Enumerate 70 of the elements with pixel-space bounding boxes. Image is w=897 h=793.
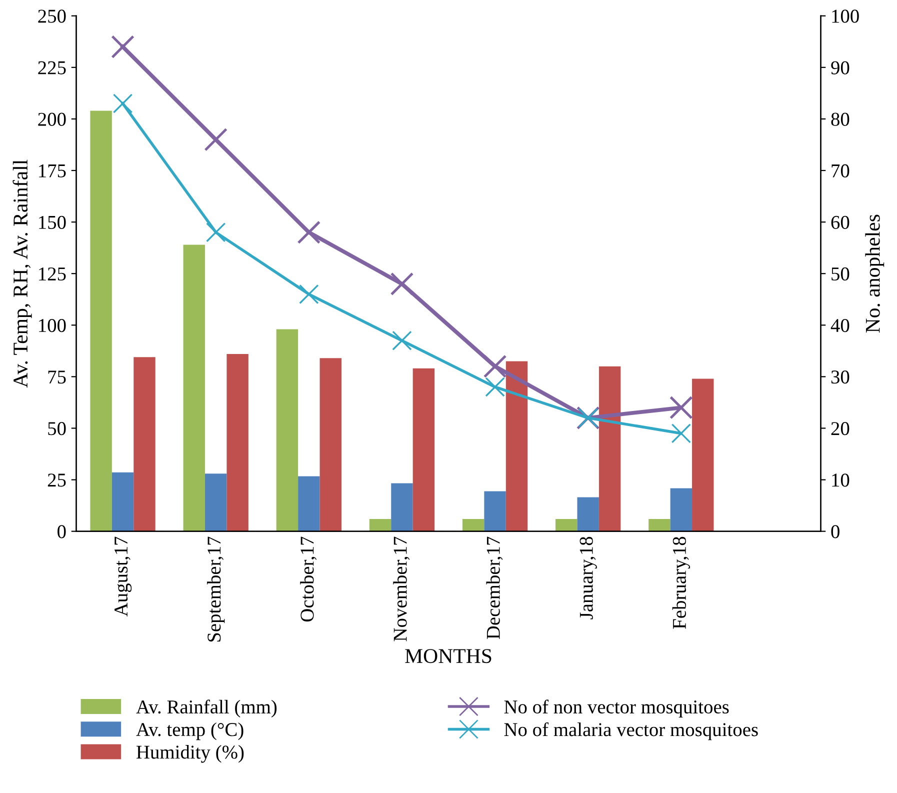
point — [485, 377, 505, 397]
y-tick-label: 100 — [39, 318, 66, 332]
y2-tick-label: 50 — [832, 267, 850, 281]
y-tick-label: 200 — [38, 112, 66, 126]
bar — [506, 361, 528, 532]
bar — [276, 329, 298, 532]
point — [204, 128, 228, 152]
y-axis-title: Av. Temp, RH, Av. Rainfall — [12, 160, 32, 388]
bar — [484, 491, 506, 532]
y-tick-label: 225 — [38, 61, 66, 74]
bar — [462, 518, 484, 532]
y-tick-label: 125 — [39, 267, 66, 281]
point — [111, 35, 134, 58]
y2-tick-label: 40 — [830, 318, 850, 332]
y2-tick-label: 10 — [832, 474, 850, 487]
point — [206, 222, 226, 242]
x-tick-label: December,17 — [486, 536, 503, 640]
legend-label: Av. temp (°C) — [136, 722, 244, 740]
bar — [112, 472, 134, 532]
x-tick-label: September,17 — [207, 536, 225, 642]
bar — [90, 110, 112, 532]
y-tick-label: 0 — [58, 525, 66, 538]
point — [669, 396, 693, 420]
bar — [577, 497, 599, 532]
y-tick-label: 75 — [48, 370, 66, 384]
y-tick-label: 150 — [39, 216, 66, 229]
point — [297, 220, 321, 244]
y-tick-label: 250 — [38, 10, 66, 23]
y2-tick-label: 90 — [831, 61, 850, 74]
point — [299, 284, 319, 304]
bar — [598, 366, 621, 532]
x-tick-label: January,18 — [580, 536, 597, 620]
bar — [134, 357, 156, 532]
x-tick-label: February,18 — [672, 536, 690, 629]
bar — [692, 378, 714, 532]
bar — [298, 476, 320, 532]
bar — [204, 474, 227, 532]
legend-label: No of non vector mosquitoes — [504, 700, 729, 718]
legend-label: Av. Rainfall (mm) — [136, 700, 277, 718]
bar — [183, 244, 205, 532]
y-tick-label: 50 — [48, 422, 66, 436]
x-tick-label: August,17 — [114, 536, 132, 616]
point — [392, 330, 412, 350]
y-tick-label: 175 — [39, 164, 66, 178]
bar — [226, 354, 248, 532]
y2-tick-label: 80 — [831, 112, 850, 126]
x-tick-label: November,17 — [393, 536, 410, 642]
y2-tick-label: 0 — [831, 525, 840, 538]
bar — [412, 368, 435, 532]
y2-tick-label: 30 — [831, 370, 850, 384]
bar — [648, 518, 670, 532]
point — [671, 424, 692, 444]
bar — [320, 358, 342, 532]
y2-tick-label: 70 — [832, 164, 850, 178]
bar — [391, 483, 413, 532]
y-tick-label: 25 — [48, 474, 66, 487]
y2-axis-title: No. anopheles — [865, 214, 884, 333]
legend-label: Humidity (%) — [136, 745, 244, 763]
point — [483, 354, 507, 378]
legend-label: No of malaria vector mosquitoes — [504, 722, 758, 740]
y2-tick-label: 20 — [831, 422, 850, 436]
x-axis-title: MONTHS — [405, 649, 492, 664]
point — [112, 94, 133, 114]
bar — [369, 518, 392, 532]
point — [390, 272, 414, 296]
y2-tick-label: 100 — [832, 10, 859, 23]
bar — [670, 488, 692, 532]
x-tick-label: October,17 — [300, 536, 317, 622]
bar — [556, 518, 578, 532]
y2-tick-label: 60 — [831, 216, 850, 229]
